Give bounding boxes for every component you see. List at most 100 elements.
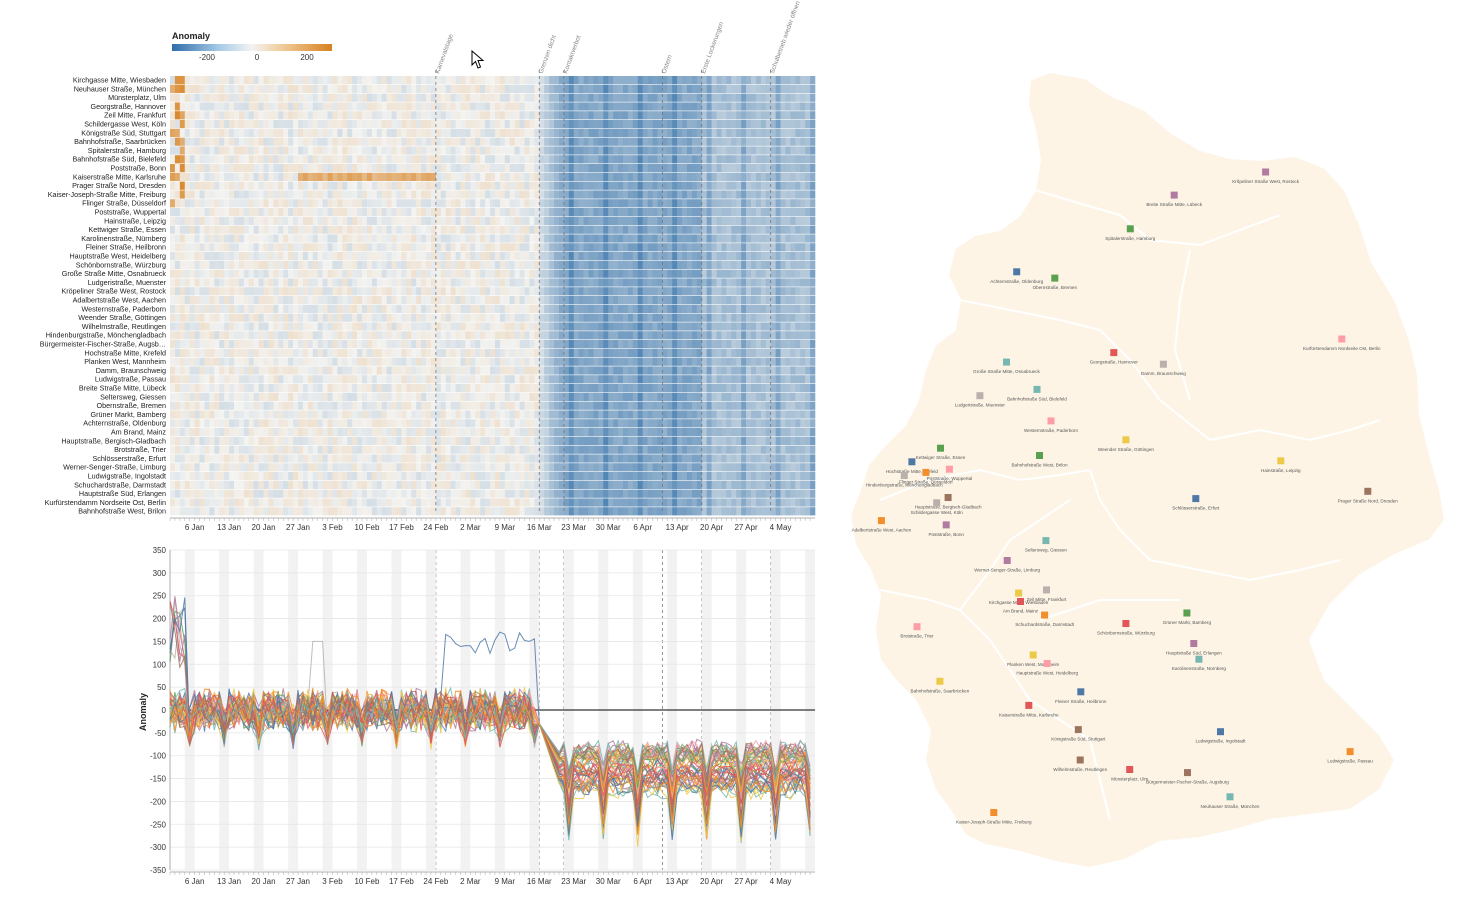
heatmap-cell xyxy=(381,260,387,269)
map-marker[interactable] xyxy=(1346,748,1354,756)
map-marker[interactable] xyxy=(1003,557,1011,564)
map-marker[interactable] xyxy=(1159,360,1167,368)
map-marker[interactable] xyxy=(1195,655,1203,663)
heatmap-cell xyxy=(657,146,663,155)
heatmap-cell xyxy=(588,348,594,357)
map-marker[interactable] xyxy=(1015,589,1023,597)
heatmap-cell xyxy=(426,357,432,366)
map-marker[interactable] xyxy=(913,623,921,631)
heatmap-cell xyxy=(460,111,466,120)
map-marker[interactable] xyxy=(1025,701,1033,709)
map-marker[interactable] xyxy=(945,465,953,473)
map-marker[interactable] xyxy=(1029,651,1037,659)
map-marker[interactable] xyxy=(1170,191,1178,199)
map-marker[interactable] xyxy=(1122,436,1130,444)
map-marker[interactable] xyxy=(1277,457,1285,465)
heatmap-cell xyxy=(691,348,698,357)
map-marker[interactable] xyxy=(1003,358,1010,366)
map-marker[interactable] xyxy=(1017,598,1024,605)
map-marker[interactable] xyxy=(1126,225,1134,233)
map-marker[interactable] xyxy=(1217,728,1224,736)
map-marker[interactable] xyxy=(1042,537,1050,545)
map-marker[interactable] xyxy=(1122,620,1130,627)
map-marker[interactable] xyxy=(1036,452,1043,459)
heatmap-cell xyxy=(647,199,653,208)
heatmap-cell xyxy=(199,208,205,217)
heatmap-cell xyxy=(544,269,550,278)
heatmap-cell xyxy=(608,287,614,296)
heatmap-cell xyxy=(549,172,555,181)
map-marker[interactable] xyxy=(1126,766,1134,773)
map-marker[interactable] xyxy=(1076,756,1084,764)
heatmap-cell xyxy=(342,120,348,129)
heatmap-cell xyxy=(184,384,190,393)
map-marker[interactable] xyxy=(1043,586,1050,594)
map-marker[interactable] xyxy=(908,458,916,466)
map-marker[interactable] xyxy=(1077,688,1085,696)
map-marker[interactable] xyxy=(1110,349,1118,357)
map-marker[interactable] xyxy=(1013,268,1021,276)
map-marker[interactable] xyxy=(877,517,885,525)
heatmap-cell xyxy=(219,181,225,190)
heatmap-cell xyxy=(810,260,816,269)
heatmap-cell xyxy=(391,128,397,137)
heatmap-cell xyxy=(736,172,742,181)
map-marker[interactable] xyxy=(1364,487,1372,495)
heatmap-cell xyxy=(445,331,451,340)
heatmap-cell xyxy=(490,181,496,190)
heatmap-cell xyxy=(785,260,791,269)
heatmap-cell xyxy=(642,287,648,296)
heatmap-cell xyxy=(347,190,353,199)
heatmap-cell xyxy=(716,296,722,305)
map-marker[interactable] xyxy=(1226,793,1234,801)
heatmap-cell xyxy=(214,287,220,296)
map-marker[interactable] xyxy=(933,499,941,507)
map-marker[interactable] xyxy=(1043,660,1051,667)
heatmap-cell xyxy=(603,278,609,287)
map-marker[interactable] xyxy=(936,677,944,685)
heatmap-cell xyxy=(258,348,264,357)
map-marker[interactable] xyxy=(1074,726,1082,734)
map-marker[interactable] xyxy=(922,468,930,476)
heatmap-cell xyxy=(248,375,254,384)
map-marker[interactable] xyxy=(1262,168,1270,176)
heatmap-cell xyxy=(371,260,378,269)
map-marker[interactable] xyxy=(937,444,944,452)
map-marker[interactable] xyxy=(990,809,998,816)
heatmap-cell xyxy=(401,269,407,278)
map-marker[interactable] xyxy=(1047,417,1055,425)
heatmap-cell xyxy=(209,181,215,190)
map-marker[interactable] xyxy=(1184,769,1191,777)
map-marker[interactable] xyxy=(1192,495,1200,503)
heatmap-cell xyxy=(426,243,432,252)
heatmap-cell xyxy=(736,208,742,217)
heatmap-cell xyxy=(258,304,264,313)
heatmap-cell xyxy=(362,287,368,296)
heatmap-cell xyxy=(450,322,456,331)
heatmap-cell xyxy=(445,164,451,173)
heatmap-cell xyxy=(627,93,634,102)
heatmap-cell xyxy=(519,375,525,384)
heatmap-cell xyxy=(322,401,328,410)
map-marker[interactable] xyxy=(1051,274,1059,282)
map-marker[interactable] xyxy=(1183,609,1191,617)
heatmap-cell xyxy=(234,76,240,85)
map-marker[interactable] xyxy=(1190,640,1198,647)
map-marker[interactable] xyxy=(900,472,908,479)
map-marker[interactable] xyxy=(942,521,950,529)
map-marker[interactable] xyxy=(976,392,984,400)
heatmap-cell xyxy=(357,111,363,120)
heatmap-cell xyxy=(312,252,319,261)
heatmap-cell xyxy=(209,199,215,208)
map-marker[interactable] xyxy=(1033,385,1041,393)
heatmap-cell xyxy=(386,278,392,287)
map-marker[interactable] xyxy=(1041,611,1049,619)
heatmap-cell xyxy=(347,348,353,357)
map-marker[interactable] xyxy=(944,494,952,501)
heatmap-cell xyxy=(435,278,442,287)
heatmap-cell xyxy=(736,375,742,384)
heatmap-cell xyxy=(563,234,570,243)
heatmap-cell xyxy=(475,199,481,208)
heatmap-cell xyxy=(613,287,619,296)
map-marker[interactable] xyxy=(1338,335,1346,343)
